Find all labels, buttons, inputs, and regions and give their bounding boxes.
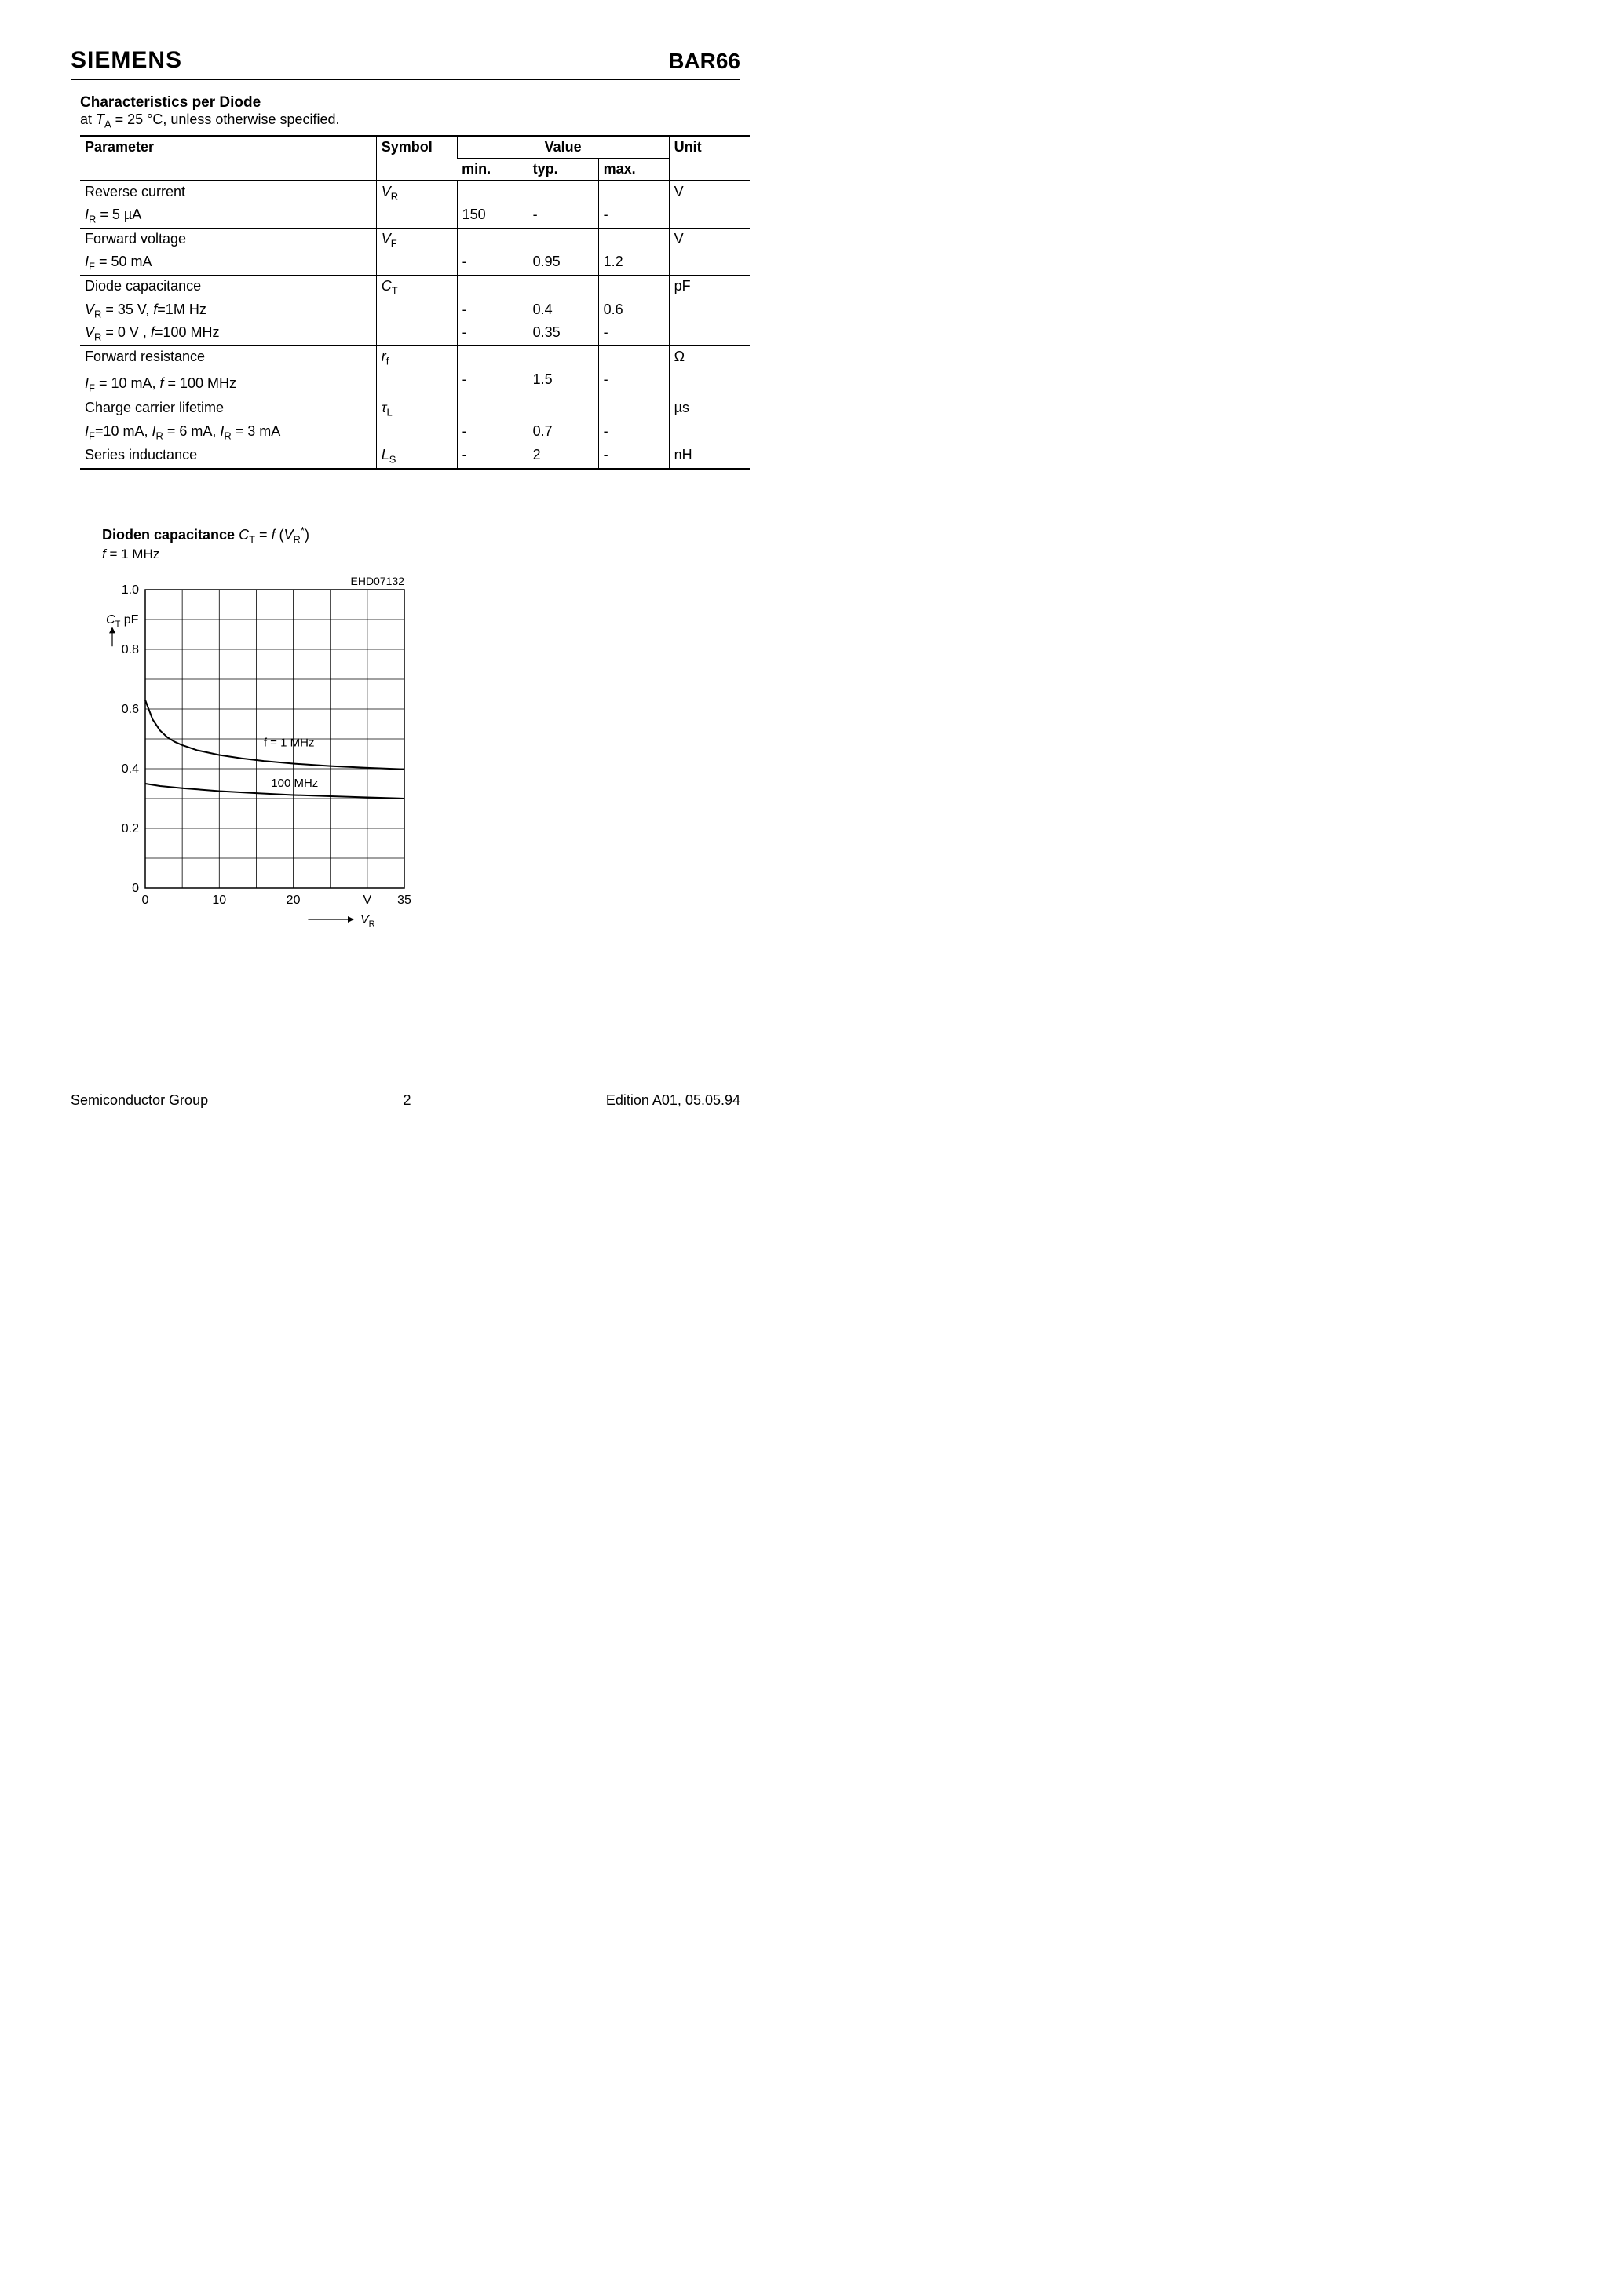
siemens-logo: SIEMENS <box>71 47 182 74</box>
chart-subtitle: f = 1 MHz <box>102 547 740 562</box>
section-condition: at TA = 25 °C, unless otherwise specifie… <box>80 112 740 130</box>
th-value: Value <box>457 136 669 159</box>
chart-title: Dioden capacitance CT = f (VR*) <box>102 525 740 546</box>
table-row: IF = 50 mA-0.951.2 <box>80 251 750 275</box>
svg-text:10: 10 <box>212 894 226 907</box>
svg-text:35: 35 <box>397 894 411 907</box>
chart-block: Dioden capacitance CT = f (VR*) f = 1 MH… <box>102 525 740 932</box>
th-parameter: Parameter <box>80 136 376 181</box>
svg-text:f = 1 MHz: f = 1 MHz <box>264 737 315 750</box>
footer-page: 2 <box>403 1092 411 1109</box>
page-footer: Semiconductor Group 2 Edition A01, 05.05… <box>71 1092 740 1109</box>
svg-text:0: 0 <box>132 882 139 895</box>
capacitance-chart: 0 10 20 V 35 0 0.2 0.4 0.6 0.8 1.0 CT pF VR EHD07132 f… <box>102 570 416 931</box>
svg-text:100 MHz: 100 MHz <box>271 777 318 790</box>
characteristics-table: Parameter Symbol Value Unit min. typ. ma… <box>80 135 750 470</box>
page-header: SIEMENS BAR66 <box>71 47 740 80</box>
svg-text:0.8: 0.8 <box>122 643 139 656</box>
th-symbol: Symbol <box>376 136 457 181</box>
th-unit: Unit <box>669 136 750 181</box>
table-row: IF=10 mA, IR = 6 mA, IR = 3 mA-0.7- <box>80 421 750 444</box>
svg-text:20: 20 <box>287 894 301 907</box>
svg-text:V: V <box>363 894 372 907</box>
table-row: Charge carrier lifetimeτLµs <box>80 397 750 420</box>
table-row: Reverse currentVRV <box>80 181 750 205</box>
footer-left: Semiconductor Group <box>71 1092 208 1109</box>
table-row: Series inductanceLS-2-nH <box>80 444 750 469</box>
table-row: VR = 0 V , f=100 MHz-0.35- <box>80 322 750 345</box>
th-typ: typ. <box>528 158 598 181</box>
svg-text:0.6: 0.6 <box>122 703 139 716</box>
footer-right: Edition A01, 05.05.94 <box>606 1092 740 1109</box>
svg-text:1.0: 1.0 <box>122 583 139 597</box>
svg-text:EHD07132: EHD07132 <box>351 575 405 587</box>
table-row: VR = 35 V, f=1M Hz-0.40.6 <box>80 299 750 323</box>
svg-text:VR: VR <box>360 913 375 929</box>
th-max: max. <box>598 158 669 181</box>
table-row: IF = 10 mA, f = 100 MHz-1.5- <box>80 369 750 397</box>
svg-text:0.2: 0.2 <box>122 822 139 835</box>
svg-text:0.4: 0.4 <box>122 762 139 776</box>
table-row: Forward voltageVFV <box>80 228 750 251</box>
svg-text:CT pF: CT pF <box>106 613 139 629</box>
section-title: Characteristics per Diode <box>80 94 740 112</box>
table-row: Forward resistancerfΩ <box>80 345 750 369</box>
part-number: BAR66 <box>668 49 740 74</box>
table-row: IR = 5 µA150-- <box>80 204 750 228</box>
table-row: Diode capacitanceCTpF <box>80 275 750 298</box>
th-min: min. <box>457 158 528 181</box>
svg-text:0: 0 <box>142 894 149 907</box>
